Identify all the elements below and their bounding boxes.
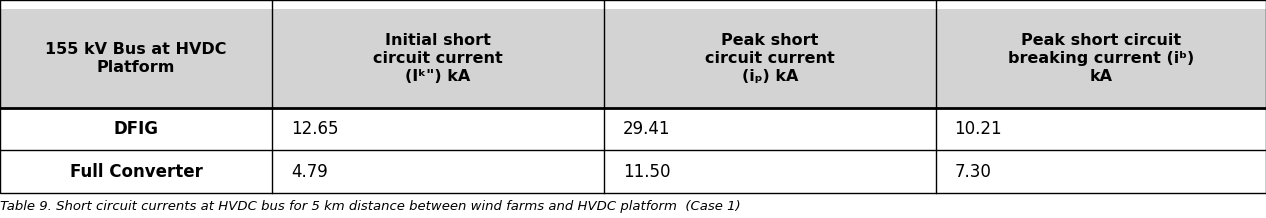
Bar [0, 9, 272, 108]
Text: 7.30: 7.30 [955, 163, 991, 181]
Text: Table 9. Short circuit currents at HVDC bus for 5 km distance between wind farms: Table 9. Short circuit currents at HVDC … [0, 200, 741, 213]
Bar [272, 108, 604, 150]
Bar [604, 150, 936, 193]
Text: DFIG: DFIG [114, 120, 158, 138]
Bar [604, 9, 936, 108]
Bar [272, 9, 604, 108]
Bar [272, 150, 604, 193]
Bar [936, 108, 1266, 150]
Text: 10.21: 10.21 [955, 120, 1003, 138]
Text: 11.50: 11.50 [623, 163, 671, 181]
Bar [0, 150, 272, 193]
Bar [0, 108, 272, 150]
Text: Initial short
circuit current
(Iᵏ") kA: Initial short circuit current (Iᵏ") kA [373, 33, 503, 84]
Text: 155 kV Bus at HVDC
Platform: 155 kV Bus at HVDC Platform [46, 42, 227, 75]
Text: 12.65: 12.65 [291, 120, 339, 138]
Bar [0, 0, 1266, 193]
Text: Peak short circuit
breaking current (iᵇ)
kA: Peak short circuit breaking current (iᵇ)… [1008, 33, 1195, 84]
Bar [936, 9, 1266, 108]
Text: 29.41: 29.41 [623, 120, 671, 138]
Text: 4.79: 4.79 [291, 163, 328, 181]
Bar [936, 150, 1266, 193]
Text: Full Converter: Full Converter [70, 163, 203, 181]
Bar [604, 108, 936, 150]
Text: Peak short
circuit current
(iₚ) kA: Peak short circuit current (iₚ) kA [705, 33, 834, 84]
